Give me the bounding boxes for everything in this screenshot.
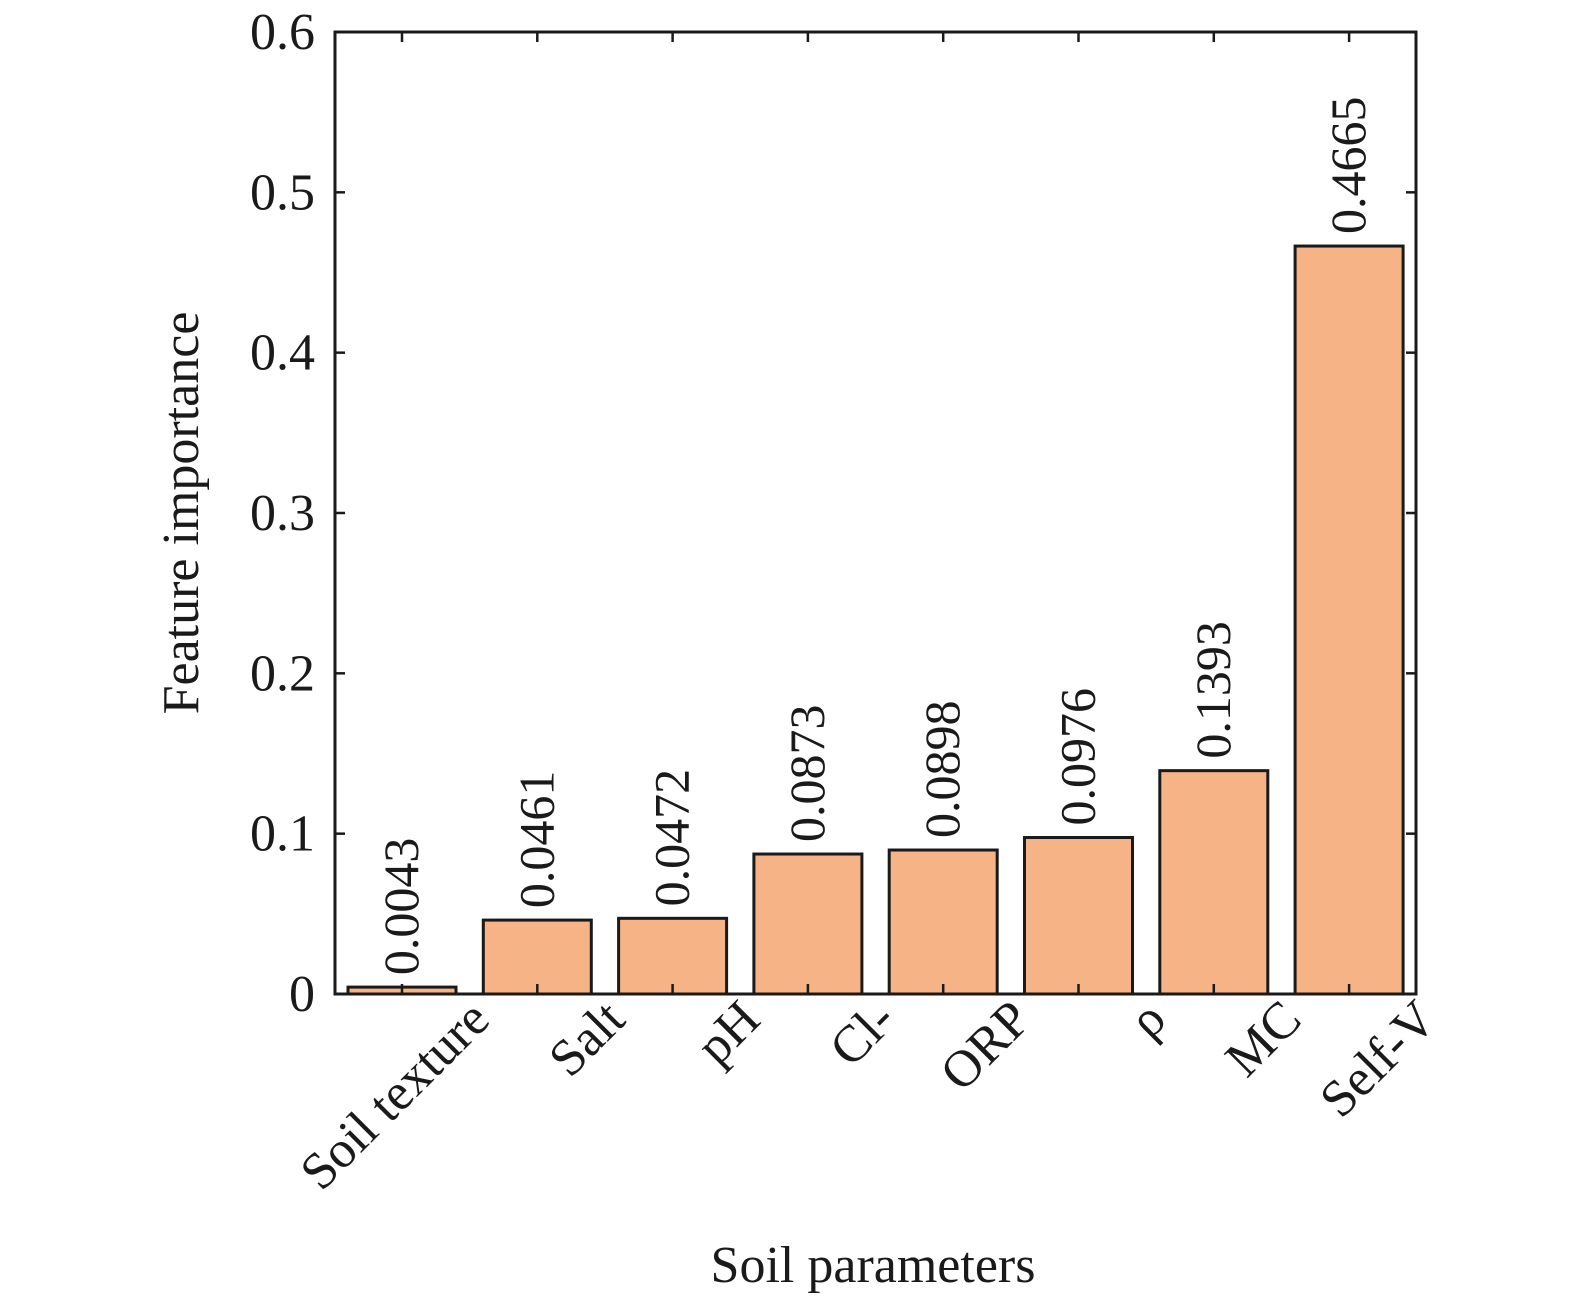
bar-value-label: 0.0043 bbox=[373, 838, 429, 976]
category-label: Self-V bbox=[1309, 990, 1447, 1128]
y-tick-label: 0.1 bbox=[250, 806, 315, 863]
bar-value-label: 0.0873 bbox=[779, 705, 835, 843]
bar bbox=[1158, 769, 1270, 996]
x-axis-title: Soil parameters bbox=[711, 1237, 1036, 1294]
category-label: Soil texture bbox=[290, 990, 501, 1201]
y-tick-label: 0.5 bbox=[250, 164, 315, 221]
bar bbox=[617, 916, 729, 996]
bar-value-label: 0.0472 bbox=[644, 769, 700, 907]
bar-value-label: 0.4665 bbox=[1320, 97, 1376, 235]
bar-value-label: 0.1393 bbox=[1185, 621, 1241, 759]
bar-value-label: 0.0461 bbox=[508, 771, 564, 909]
bar bbox=[1293, 244, 1405, 996]
bar bbox=[1023, 836, 1134, 996]
y-tick-label: 0.4 bbox=[250, 325, 315, 382]
category-label: pH bbox=[686, 990, 771, 1075]
category-label: ORP bbox=[930, 990, 1042, 1102]
labels-layer: 0 0.1 0.2 0.3 0.4 0.5 0.6 0.0043 Soil texture 0.0… bbox=[250, 4, 1448, 1201]
category-label: MC bbox=[1215, 990, 1313, 1088]
bar bbox=[887, 848, 999, 996]
y-tick-label: 0.6 bbox=[250, 4, 315, 61]
y-tick-label: 0 bbox=[289, 966, 315, 1023]
y-tick-label: 0.3 bbox=[250, 485, 315, 542]
y-tick-label: 0.2 bbox=[250, 645, 315, 702]
category-label: Salt bbox=[538, 990, 636, 1088]
category-label: Cl- bbox=[819, 990, 906, 1077]
bar bbox=[752, 852, 864, 996]
bar-value-label: 0.0976 bbox=[1050, 688, 1106, 826]
bar-value-label: 0.0898 bbox=[914, 701, 970, 839]
category-label: ρ bbox=[1118, 990, 1177, 1049]
y-axis-title: Feature importance bbox=[153, 312, 210, 715]
bar bbox=[481, 918, 593, 996]
ticks-layer bbox=[335, 30, 1416, 996]
bars-layer bbox=[346, 244, 1405, 996]
